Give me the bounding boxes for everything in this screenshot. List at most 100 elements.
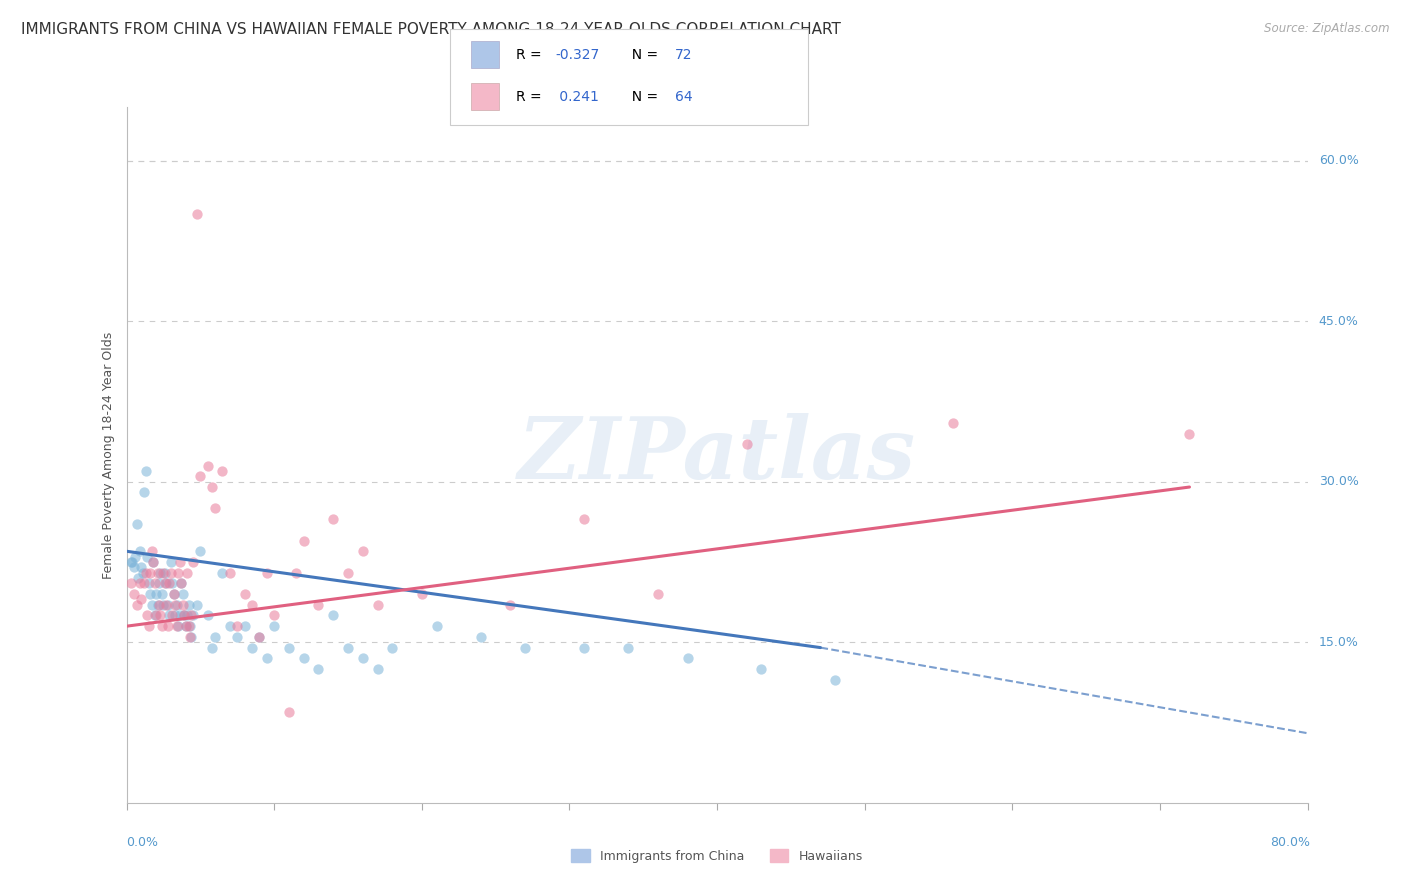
Point: [337, 640, 360, 655]
Point: [201, 480, 224, 494]
Point: [285, 566, 308, 580]
Point: [247, 630, 270, 644]
Point: [148, 598, 170, 612]
Point: [170, 576, 193, 591]
Point: [176, 566, 198, 580]
Text: 45.0%: 45.0%: [1319, 315, 1358, 327]
Point: [138, 576, 160, 591]
Text: 15.0%: 15.0%: [1319, 636, 1358, 648]
Text: N =: N =: [623, 47, 662, 62]
Point: [139, 566, 162, 580]
Point: [122, 587, 145, 601]
Point: [292, 533, 315, 548]
Point: [139, 587, 162, 601]
Text: R =: R =: [516, 89, 546, 103]
Point: [226, 619, 249, 633]
Point: [136, 608, 159, 623]
Text: 30.0%: 30.0%: [1319, 475, 1358, 488]
Text: IMMIGRANTS FROM CHINA VS HAWAIIAN FEMALE POVERTY AMONG 18-24 YEAR OLDS CORRELATI: IMMIGRANTS FROM CHINA VS HAWAIIAN FEMALE…: [21, 22, 841, 37]
Point: [167, 566, 190, 580]
Text: 72: 72: [675, 47, 692, 62]
Point: [143, 608, 166, 623]
Point: [177, 598, 200, 612]
Point: [219, 566, 242, 580]
Point: [156, 598, 179, 612]
Point: [204, 501, 226, 516]
Point: [141, 598, 163, 612]
Point: [366, 662, 388, 676]
Point: [155, 598, 177, 612]
Point: [153, 566, 176, 580]
Point: [128, 576, 150, 591]
Point: [307, 662, 329, 676]
Point: [142, 555, 165, 569]
Point: [163, 587, 186, 601]
Point: [233, 619, 256, 633]
Point: [381, 640, 404, 655]
Point: [174, 619, 197, 633]
Point: [307, 598, 329, 612]
Point: [256, 566, 278, 580]
Text: ZIPatlas: ZIPatlas: [517, 413, 917, 497]
Point: [129, 592, 153, 607]
Point: [337, 566, 360, 580]
Point: [135, 464, 157, 478]
Point: [135, 566, 157, 580]
Point: [188, 544, 211, 558]
Point: [150, 619, 173, 633]
Point: [574, 640, 596, 655]
Point: [186, 598, 208, 612]
Point: [155, 576, 177, 591]
Point: [173, 608, 195, 623]
Point: [366, 598, 388, 612]
Point: [177, 619, 200, 633]
Text: 60.0%: 60.0%: [1319, 154, 1358, 167]
Point: [169, 608, 191, 623]
Point: [411, 587, 433, 601]
Point: [751, 662, 773, 676]
Point: [352, 544, 374, 558]
Point: [145, 608, 167, 623]
Point: [425, 619, 447, 633]
Point: [499, 598, 522, 612]
Point: [134, 576, 156, 591]
Point: [146, 566, 169, 580]
Point: [134, 485, 156, 500]
Point: [124, 549, 146, 564]
Point: [152, 566, 174, 580]
Point: [1178, 426, 1201, 441]
Point: [143, 576, 166, 591]
Point: [515, 640, 537, 655]
Text: 80.0%: 80.0%: [1271, 837, 1310, 849]
Point: [322, 512, 344, 526]
Point: [162, 608, 184, 623]
Point: [170, 576, 193, 591]
Point: [322, 608, 344, 623]
Point: [142, 555, 165, 569]
Point: [167, 619, 190, 633]
Text: 0.0%: 0.0%: [127, 837, 159, 849]
Point: [263, 608, 285, 623]
Point: [173, 608, 195, 623]
Point: [179, 619, 201, 633]
Point: [172, 598, 194, 612]
Point: [148, 576, 170, 591]
Point: [127, 571, 149, 585]
Y-axis label: Female Poverty Among 18-24 Year Olds: Female Poverty Among 18-24 Year Olds: [103, 331, 115, 579]
Point: [233, 587, 256, 601]
Point: [120, 555, 142, 569]
Point: [470, 630, 492, 644]
Point: [204, 630, 226, 644]
Point: [172, 587, 194, 601]
Point: [150, 587, 173, 601]
Point: [942, 416, 965, 430]
Point: [240, 598, 263, 612]
Point: [156, 619, 179, 633]
Point: [211, 566, 233, 580]
Point: [153, 576, 176, 591]
Point: [152, 598, 174, 612]
Text: 64: 64: [675, 89, 693, 103]
Point: [149, 608, 172, 623]
Point: [278, 705, 301, 719]
Point: [211, 464, 233, 478]
